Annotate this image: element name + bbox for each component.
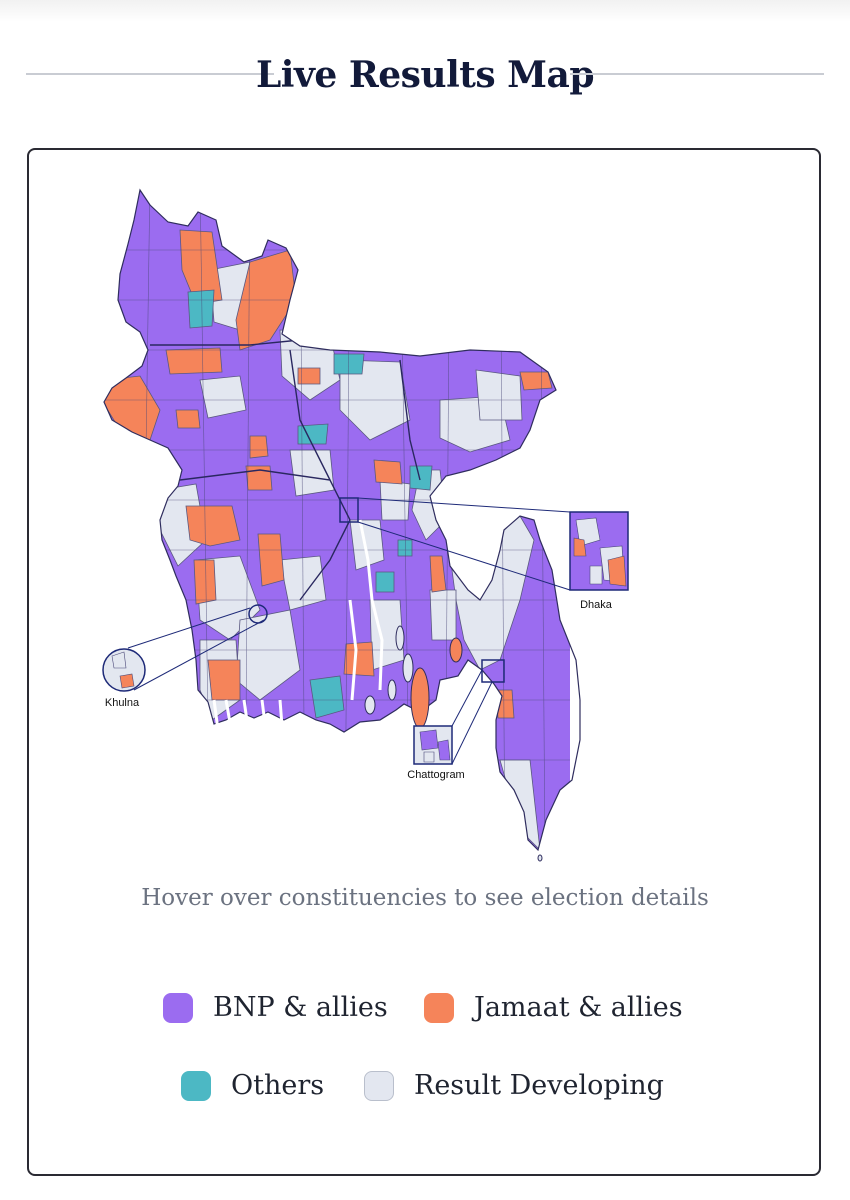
- legend-swatch-jamaat: [424, 992, 454, 1023]
- legend-swatch-developing: [364, 1070, 394, 1101]
- title-row: Live Results Map: [26, 48, 824, 104]
- chattogram-inset-label: Chattogram: [407, 769, 464, 781]
- legend-label-bnp: BNP & allies: [213, 992, 388, 1023]
- hover-hint: Hover over constituencies to see electio…: [141, 885, 709, 911]
- legend-item-developing[interactable]: Result Developing: [364, 1070, 664, 1101]
- legend-label-jamaat: Jamaat & allies: [474, 992, 683, 1023]
- chattogram-inset[interactable]: Chattogram: [407, 659, 505, 781]
- khulna-inset[interactable]: Khulna: [102, 604, 268, 709]
- dhaka-inset-label: Dhaka: [580, 599, 613, 611]
- legend-item-bnp[interactable]: BNP & allies: [163, 992, 388, 1023]
- islands: [364, 625, 543, 862]
- legend-swatch-bnp: [163, 992, 193, 1023]
- legend-item-others[interactable]: Others: [181, 1070, 324, 1101]
- khulna-inset-label: Khulna: [105, 697, 140, 709]
- legend-swatch-others: [181, 1070, 211, 1101]
- legend-label-developing: Result Developing: [414, 1070, 664, 1101]
- legend-label-others: Others: [231, 1070, 325, 1101]
- page-title: Live Results Map: [255, 54, 595, 96]
- river-channels: [212, 519, 384, 735]
- dhaka-inset[interactable]: Dhaka: [339, 497, 629, 611]
- title-rule-right: [570, 73, 824, 75]
- title-rule-left: [26, 73, 274, 75]
- legend-item-jamaat[interactable]: Jamaat & allies: [424, 992, 683, 1023]
- top-strip: [0, 0, 850, 22]
